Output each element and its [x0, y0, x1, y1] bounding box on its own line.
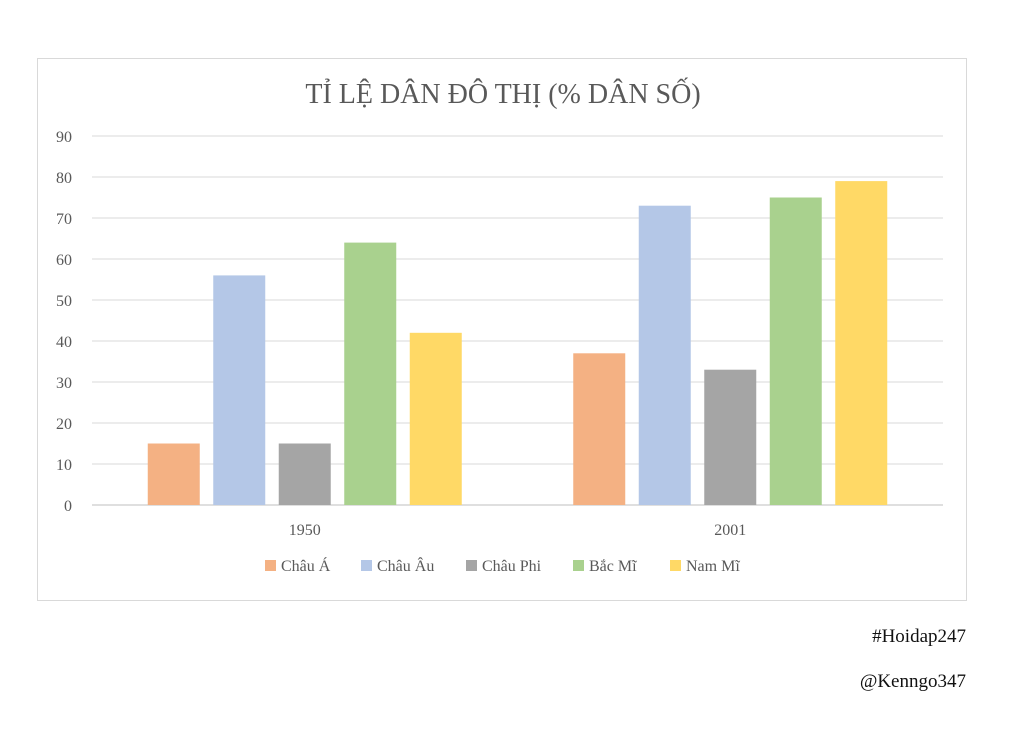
author-handle: @Kenngo347: [859, 671, 966, 692]
bar: [409, 332, 462, 505]
x-tick-label: 1950: [289, 522, 321, 539]
y-tick-label: 70: [56, 211, 72, 228]
legend-swatch: [265, 560, 276, 571]
y-tick-label: 40: [56, 334, 72, 351]
y-tick-label: 0: [64, 498, 72, 515]
bar: [573, 353, 626, 505]
legend-swatch: [466, 560, 477, 571]
y-tick-label: 20: [56, 416, 72, 433]
hashtag-credit: #Hoidap247: [872, 626, 966, 647]
chart-frame: TỈ LỆ DÂN ĐÔ THỊ (% DÂN SỐ) 0 10 20 30 40 50 6…: [37, 58, 967, 601]
bar-chart: TỈ LỆ DÂN ĐÔ THỊ (% DÂN SỐ) 0 10 20 30 40 50 6…: [56, 78, 943, 575]
legend-label: Châu Âu: [377, 556, 434, 575]
y-tick-label: 50: [56, 293, 72, 310]
legend-label: Châu Phi: [482, 558, 542, 575]
bar: [769, 197, 822, 505]
x-axis-ticks: 1950 2001: [289, 522, 747, 539]
y-tick-label: 80: [56, 170, 72, 187]
legend-swatch: [361, 560, 372, 571]
legend-swatch: [670, 560, 681, 571]
bar: [638, 205, 691, 505]
bar: [278, 443, 331, 505]
y-tick-label: 10: [56, 457, 72, 474]
legend-label: Bắc Mĩ: [589, 558, 637, 575]
y-tick-label: 90: [56, 129, 72, 146]
bar: [835, 181, 888, 505]
y-tick-label: 60: [56, 252, 72, 269]
bars: [147, 181, 888, 505]
bar: [704, 369, 757, 505]
legend-label: Châu Á: [281, 556, 331, 575]
legend: Châu Á Châu Âu Châu Phi Bắc Mĩ Nam Mĩ: [265, 556, 740, 575]
legend-swatch: [573, 560, 584, 571]
x-tick-label: 2001: [714, 522, 746, 539]
bar: [213, 275, 266, 505]
bar: [344, 242, 397, 505]
chart-title: TỈ LỆ DÂN ĐÔ THỊ (% DÂN SỐ): [305, 78, 700, 110]
y-axis-ticks: 0 10 20 30 40 50 60 70 80 90: [56, 129, 72, 515]
bar: [147, 443, 200, 505]
legend-label: Nam Mĩ: [686, 558, 740, 575]
y-tick-label: 30: [56, 375, 72, 392]
